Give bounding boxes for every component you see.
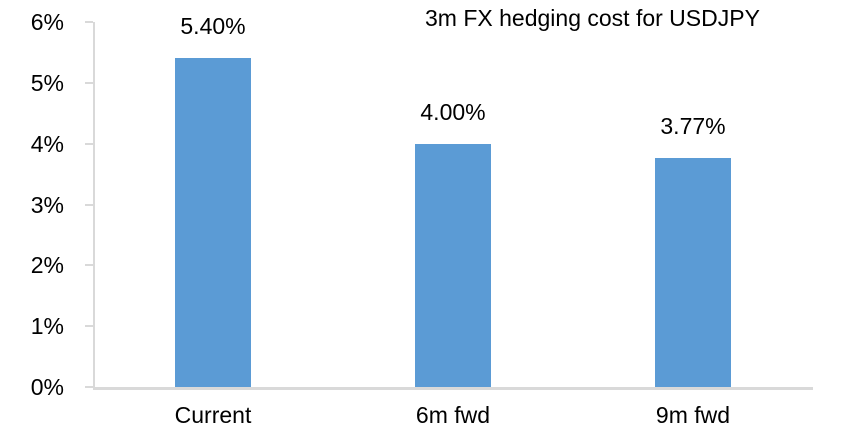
- bar-current: [175, 58, 251, 387]
- y-tick-label: 3%: [30, 192, 64, 218]
- bar-6m-fwd: [415, 144, 491, 387]
- y-tick-mark: [85, 204, 93, 206]
- y-tick-label: 1%: [30, 313, 64, 339]
- y-tick-mark: [85, 386, 93, 388]
- bar-9m-fwd: [655, 158, 731, 387]
- y-tick-mark: [85, 143, 93, 145]
- y-tick-label: 2%: [30, 252, 64, 278]
- y-axis-line: [93, 22, 95, 387]
- y-tick-mark: [85, 21, 93, 23]
- y-tick-label: 5%: [30, 70, 64, 96]
- y-tick-label: 4%: [30, 131, 64, 157]
- y-tick-mark: [85, 82, 93, 84]
- bar-value-label: 5.40%: [180, 13, 246, 39]
- x-category-label: 9m fwd: [655, 402, 731, 428]
- x-category-label: 6m fwd: [415, 402, 491, 428]
- chart-title: 3m FX hedging cost for USDJPY: [425, 5, 760, 31]
- bar-value-label: 3.77%: [660, 113, 726, 139]
- y-tick-mark: [85, 325, 93, 327]
- bar-value-label: 4.00%: [420, 99, 486, 125]
- x-axis-line: [93, 387, 813, 390]
- y-tick-mark: [85, 264, 93, 266]
- y-tick-label: 6%: [30, 9, 64, 35]
- x-category-label: Current: [174, 402, 252, 428]
- y-tick-label: 0%: [30, 374, 64, 400]
